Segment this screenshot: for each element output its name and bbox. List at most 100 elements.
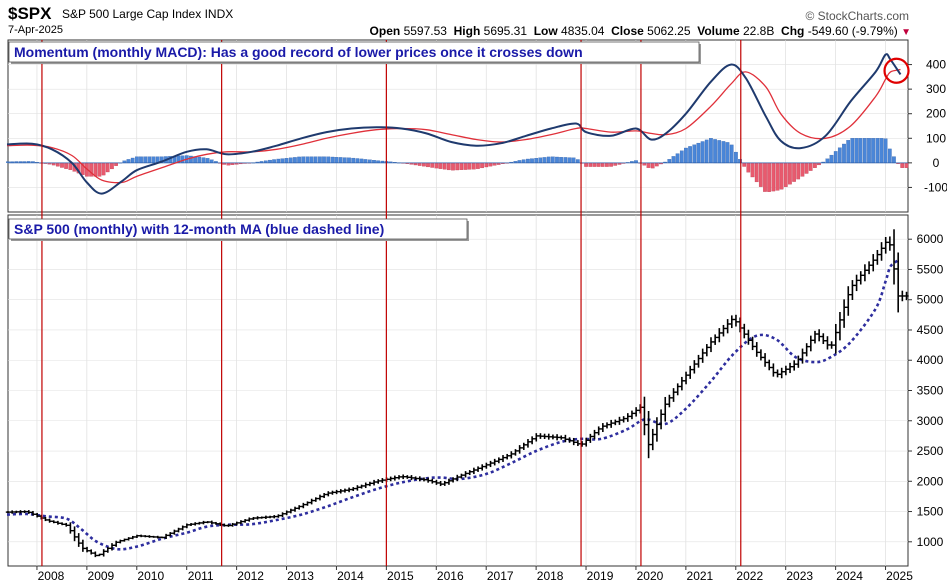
histogram-bar — [367, 159, 372, 164]
histogram-bar — [592, 162, 597, 167]
histogram-bar — [742, 162, 747, 167]
histogram-bar — [854, 138, 859, 164]
x-tick-label: 2020 — [637, 569, 664, 582]
histogram-bar — [671, 156, 676, 163]
histogram-bar — [434, 162, 439, 169]
histogram-bar — [442, 162, 447, 170]
macd-y-tick-label: 300 — [926, 82, 946, 96]
histogram-bar — [846, 140, 851, 163]
histogram-bar — [813, 162, 817, 168]
panel-label-text: Momentum (monthly MACD): Has a good reco… — [14, 44, 583, 60]
x-tick-label: 2018 — [537, 569, 564, 582]
panel-label-text: S&P 500 (monthly) with 12-month MA (blue… — [14, 221, 384, 237]
histogram-bar — [721, 141, 726, 164]
histogram-bar — [771, 162, 776, 192]
price-y-tick-label: 6000 — [917, 232, 944, 246]
macd-y-tick-label: -100 — [924, 180, 947, 194]
source-credit[interactable]: © StockCharts.com — [805, 9, 909, 23]
chg-value: -549.60 (-9.79%) — [807, 24, 898, 38]
histogram-bar — [330, 156, 335, 163]
histogram-bar — [692, 144, 697, 164]
price-y-tick-label: 4000 — [917, 353, 944, 367]
histogram-bar — [492, 162, 497, 166]
histogram-bar — [280, 158, 285, 164]
histogram-bar — [355, 158, 360, 163]
histogram-bar — [575, 159, 580, 163]
histogram-bar — [667, 159, 672, 164]
x-tick-label: 2024 — [836, 569, 863, 582]
histogram-bar — [430, 162, 435, 168]
histogram-bar — [64, 162, 68, 169]
histogram-bar — [139, 156, 143, 163]
price-y-tick-label: 2500 — [917, 444, 944, 458]
x-tick-label: 2015 — [387, 569, 414, 582]
histogram-bar — [842, 143, 846, 163]
histogram-bar — [613, 162, 618, 166]
label-box — [8, 41, 700, 63]
histogram-bar — [480, 162, 484, 169]
histogram-bar — [110, 162, 114, 170]
macd-y-tick-label: 100 — [926, 131, 946, 145]
histogram-bar — [455, 162, 460, 171]
price-y-tick-label: 5500 — [917, 262, 944, 276]
low-value: 4835.04 — [561, 24, 605, 38]
price-panel-label: S&P 500 (monthly) with 12-month MA (blue… — [8, 218, 469, 241]
histogram-bar — [800, 162, 805, 177]
volume-label: Volume — [697, 24, 740, 38]
histogram-bar — [837, 147, 842, 163]
down-triangle-icon: ▼ — [901, 27, 911, 38]
macd-line — [6, 53, 902, 195]
histogram-bar — [688, 146, 692, 163]
histogram-bar — [534, 158, 539, 164]
histogram-bar — [763, 162, 767, 192]
histogram-bar — [288, 157, 293, 164]
histogram-bar — [135, 156, 139, 163]
histogram-bar — [147, 156, 152, 163]
histogram-bar — [725, 142, 730, 163]
histogram-bar — [143, 156, 148, 163]
histogram-bar — [567, 157, 572, 163]
histogram-bar — [792, 162, 796, 182]
histogram-bar — [675, 153, 680, 163]
histogram-bar — [205, 158, 210, 163]
histogram-bar — [326, 156, 331, 164]
histogram-bar — [322, 156, 326, 163]
price-y-tick-label: 1000 — [917, 535, 944, 549]
histogram-bar — [359, 158, 364, 163]
histogram-bar — [887, 148, 892, 163]
histogram-bar — [309, 156, 314, 163]
histogram-bar — [833, 151, 838, 164]
histogram-bar — [684, 147, 688, 163]
histogram-bar — [363, 159, 368, 164]
chg-label: Chg — [781, 24, 805, 38]
x-tick-label: 2012 — [237, 569, 264, 582]
macd-panel-frame — [7, 39, 909, 213]
histogram-bar — [463, 162, 468, 170]
histogram-bar — [804, 162, 809, 174]
histogram-bar — [484, 162, 489, 168]
histogram-bar — [60, 162, 64, 168]
histogram-bar — [609, 162, 613, 167]
histogram-bar — [900, 162, 905, 168]
histogram-bar — [297, 156, 301, 163]
histogram-bar — [97, 162, 102, 177]
histogram-bar — [825, 158, 830, 164]
price-y-tick-label: 5000 — [917, 293, 944, 307]
x-tick-label: 2010 — [137, 569, 164, 582]
x-axis-labels: 2008 2009 2010 2011 2012 2013 2014 2015 2016 2017… — [36, 566, 913, 582]
x-tick-label: 2025 — [886, 569, 913, 582]
high-value: 5695.31 — [483, 24, 528, 38]
histogram-bar — [438, 162, 443, 169]
histogram-bar — [875, 138, 880, 164]
histogram-bar — [276, 158, 281, 164]
histogram-bar — [555, 156, 559, 163]
volume-value: 22.8B — [743, 24, 775, 38]
open-label: Open — [369, 24, 401, 38]
histogram-bar — [754, 162, 759, 183]
histogram-bar — [596, 162, 601, 167]
price-y-tick-label: 3500 — [917, 384, 944, 398]
histogram-bar — [892, 156, 896, 164]
histogram-bar — [446, 162, 451, 171]
histogram-bar — [767, 162, 771, 192]
